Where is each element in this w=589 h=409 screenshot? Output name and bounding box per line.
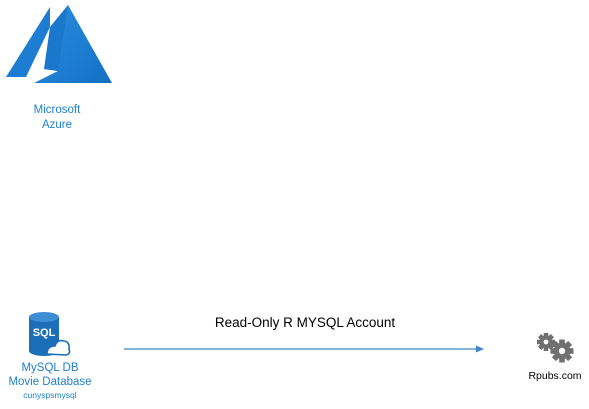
azure-label-line1: Microsoft (33, 104, 81, 116)
database-label-line1: MySQL DB (21, 362, 79, 374)
gears-icon (533, 330, 577, 366)
connection-label: Read-Only R MYSQL Account (214, 315, 396, 330)
database-label-line3: cunyspsmysql (23, 390, 77, 400)
sql-icon-text: SQL (33, 327, 56, 339)
sql-database-icon: SQL (27, 312, 71, 358)
database-label-line2: Movie Database (8, 376, 92, 388)
azure-label: Microsoft Azure (20, 103, 94, 133)
rpubs-label: Rpubs.com (528, 370, 582, 382)
azure-label-line2: Azure (41, 119, 73, 131)
connection-arrow (120, 342, 490, 356)
database-label: MySQL DB Movie Database cunyspsmysql (0, 361, 100, 401)
azure-logo-icon (4, 3, 112, 85)
